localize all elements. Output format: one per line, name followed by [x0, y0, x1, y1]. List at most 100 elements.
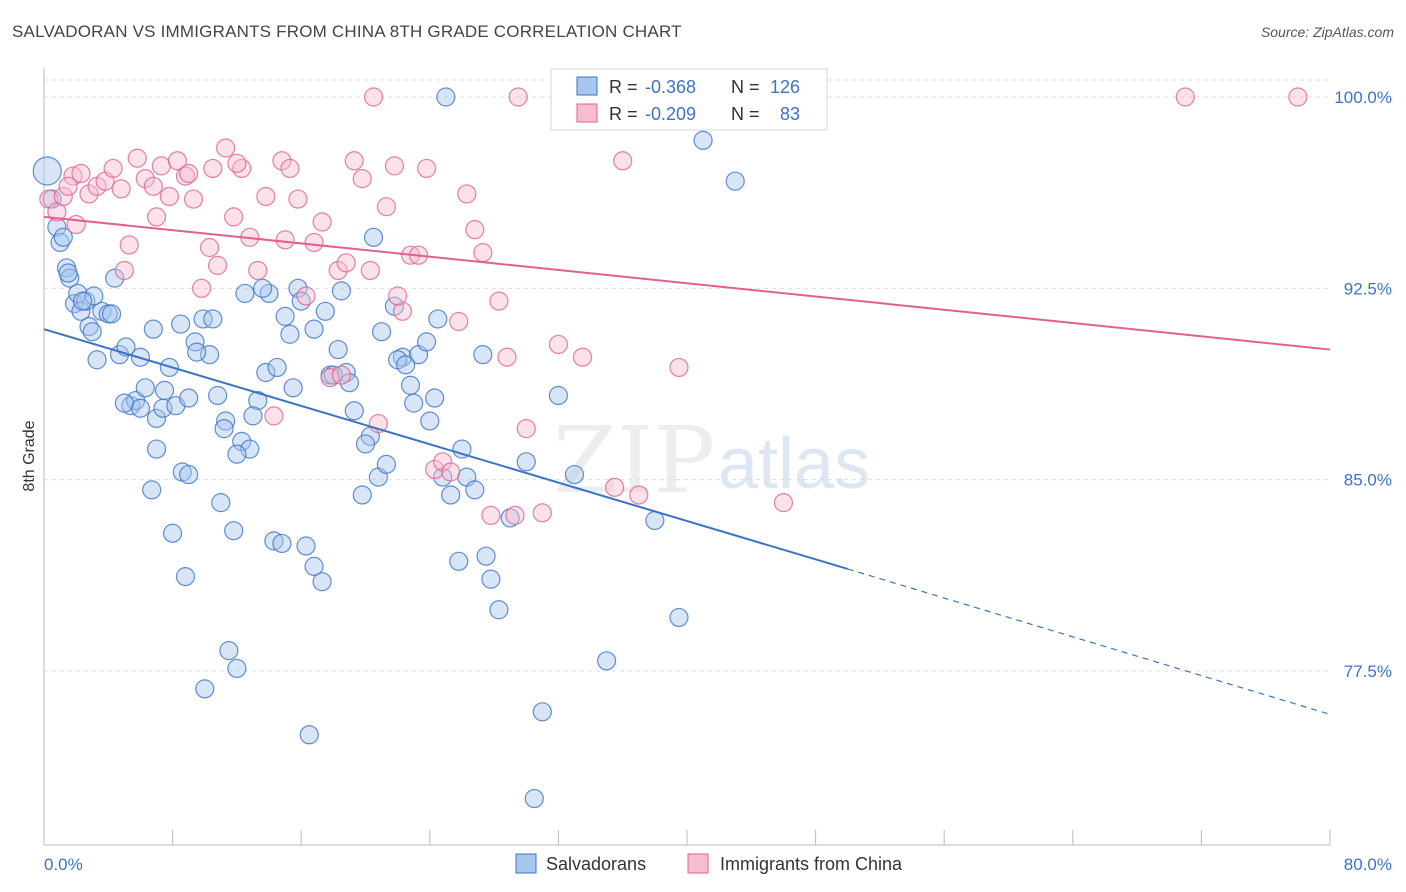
china-point: [352, 169, 372, 189]
china-point: [167, 151, 188, 171]
china-point: [376, 197, 396, 217]
salvadoran-point: [564, 464, 585, 485]
china-point: [449, 311, 469, 332]
salvadoran-point: [416, 332, 437, 352]
salvadoran-point: [436, 87, 456, 107]
salvadoran-point: [253, 278, 273, 298]
salvadorans-trend-extension: [847, 568, 1331, 715]
salvadoran-point: [130, 398, 151, 418]
salvadoran-point: [227, 658, 247, 679]
salvadoran-point: [232, 431, 252, 451]
y-tick-label: 100.0%: [1334, 88, 1392, 107]
salvadoran-point: [328, 339, 348, 360]
salvadoran-point: [82, 322, 102, 342]
salvadoran-point: [32, 156, 62, 186]
salvadoran-point: [227, 444, 247, 464]
china-point: [392, 301, 413, 321]
china-point: [320, 368, 340, 388]
legend-n-label-2: N =: [731, 104, 760, 124]
salvadoran-point: [288, 278, 308, 298]
china-point: [441, 462, 461, 482]
salvadoran-point: [248, 390, 268, 411]
china-point: [508, 87, 528, 107]
china-point: [312, 212, 332, 232]
legend-swatch-blue: [576, 76, 598, 96]
salvadoran-point: [516, 452, 536, 472]
china-point: [280, 158, 300, 179]
salvadoran-point: [179, 464, 199, 485]
china-point: [605, 477, 625, 497]
china-point: [388, 286, 408, 306]
china-point: [66, 214, 86, 235]
top-legend: R = -0.368 N = 126 R = -0.209 N = 83: [550, 68, 828, 131]
china-point: [179, 163, 199, 184]
salvadoran-point: [428, 309, 448, 329]
salvadoran-point: [53, 227, 73, 247]
salvadoran-point: [304, 556, 324, 577]
salvadoran-point: [275, 306, 295, 326]
salvadorans-trend-line: [43, 328, 849, 570]
china-point: [497, 347, 517, 367]
salvadoran-point: [146, 408, 167, 429]
salvadoran-point: [420, 411, 440, 431]
china-point: [183, 189, 204, 209]
salvadoran-point: [473, 345, 493, 365]
salvadoran-point: [216, 411, 236, 431]
china-point: [344, 151, 364, 171]
chart-title: SALVADORAN VS IMMIGRANTS FROM CHINA 8TH …: [12, 22, 682, 41]
salvadoran-point: [376, 454, 396, 474]
salvadoran-point: [452, 439, 472, 459]
salvadoran-point: [315, 301, 335, 321]
china-point: [572, 347, 593, 367]
china-point: [216, 138, 236, 158]
salvadoran-point: [693, 130, 713, 150]
salvadoran-point: [143, 319, 163, 339]
china-point: [481, 505, 501, 525]
china-point: [489, 291, 509, 311]
bottom-legend-label-china: Immigrants from China: [720, 854, 903, 874]
y-tick-label: 77.5%: [1344, 662, 1392, 681]
china-point: [363, 87, 384, 107]
salvadoran-point: [163, 523, 183, 543]
china-point: [119, 235, 139, 255]
salvadoran-point: [175, 567, 196, 587]
salvadoran-point: [114, 393, 134, 413]
china-point: [143, 176, 163, 196]
legend-swatch-pink: [576, 103, 598, 123]
trend-lines: [43, 215, 1331, 715]
china-point: [1175, 87, 1195, 107]
bottom-legend-label-salvadorans: Salvadorans: [546, 854, 646, 874]
china-point: [203, 158, 223, 179]
salvadoran-point: [304, 319, 324, 339]
china-point: [264, 406, 284, 426]
salvadoran-point: [87, 350, 107, 370]
x-tick-label-min: 0.0%: [44, 855, 83, 874]
salvadoran-point: [72, 291, 93, 311]
salvadoran-point: [363, 227, 384, 247]
salvadoran-point: [71, 301, 91, 321]
china-point: [505, 505, 525, 525]
salvadoran-point: [142, 480, 162, 500]
salvadoran-point: [272, 533, 292, 554]
salvadoran-point: [243, 406, 263, 426]
china-point: [79, 184, 99, 204]
china-point: [114, 260, 134, 281]
salvadoran-point: [240, 439, 260, 459]
bottom-legend: Salvadorans Immigrants from China: [515, 853, 903, 874]
salvadoran-point: [331, 281, 351, 301]
legend-n-value-2: 83: [780, 104, 800, 124]
salvadoran-point: [256, 362, 276, 383]
salvadoran-point: [214, 419, 234, 439]
salvadoran-point: [725, 171, 745, 191]
china-point: [175, 166, 196, 186]
bottom-legend-swatch-blue: [515, 853, 537, 874]
salvadoran-point: [171, 314, 191, 334]
china-point: [127, 148, 147, 168]
china-point: [191, 278, 212, 298]
bottom-legend-swatch-pink: [687, 853, 709, 874]
china-point: [288, 189, 308, 209]
china-point: [296, 286, 316, 306]
salvadoran-point: [208, 385, 228, 406]
china-point: [151, 156, 171, 176]
